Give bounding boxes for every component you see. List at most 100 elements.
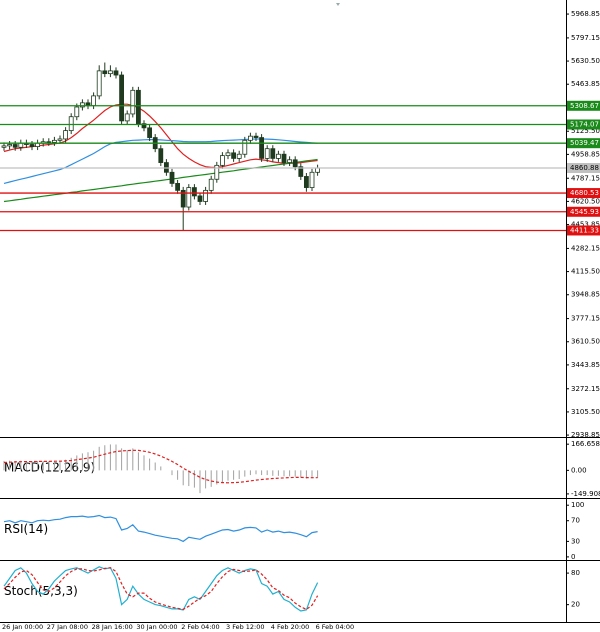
x-tick-label: 2 Feb 04:00 [181, 623, 220, 631]
indicator-line [3, 138, 318, 184]
level-label: 5174.07 [570, 120, 599, 128]
y-tick-label: 70 [571, 517, 580, 525]
level-label-box [567, 163, 600, 174]
candle-body [208, 178, 214, 191]
y-tick-label: 30 [571, 537, 580, 545]
y-tick-label: 5797.15 [571, 34, 600, 42]
candle-body [281, 153, 287, 163]
y-tick-label: 4620.50 [571, 197, 600, 205]
pane-title: Stoch(5,3,3) [4, 584, 78, 598]
y-tick-label: 3443.85 [571, 361, 600, 369]
candle-body [191, 187, 197, 197]
candle-body [180, 189, 186, 208]
candle-body [46, 141, 52, 143]
level-label: 5308.67 [570, 102, 599, 110]
y-tick-label: 3610.50 [571, 338, 600, 346]
level-label-box [567, 119, 600, 130]
level-label: 4860.88 [570, 164, 599, 172]
pane-title: RSI(14) [4, 522, 48, 536]
level-label: 4411.33 [570, 226, 599, 234]
indicator-line [3, 567, 319, 611]
indicator-line [3, 158, 318, 203]
y-tick-label: -149.908 [571, 490, 600, 498]
level-label-box [567, 206, 600, 217]
candle-body [108, 70, 113, 75]
y-tick-label: 0 [571, 553, 575, 561]
candle-body [315, 167, 321, 173]
level-label: 5039.47 [570, 139, 599, 147]
candle-body [102, 70, 108, 75]
level-label-box [567, 100, 600, 111]
candle-body [96, 70, 102, 97]
candle-body [259, 137, 265, 159]
candle-body [135, 89, 141, 125]
candle-body [1, 145, 7, 148]
x-tick-label: 30 Jan 00:00 [136, 623, 177, 631]
y-tick-label: 4453.85 [571, 221, 600, 229]
candle-body [219, 155, 225, 166]
candle-body [275, 153, 281, 159]
y-tick-label: 80 [571, 569, 580, 577]
y-tick-label: 20 [571, 601, 580, 609]
level-label: 4680.53 [570, 189, 599, 197]
candle-body [124, 113, 130, 122]
candle-body [203, 189, 209, 202]
candle-body [63, 130, 68, 140]
y-tick-label: 0.00 [571, 466, 587, 474]
y-tick-label: 3777.15 [571, 315, 600, 323]
candle-body [298, 166, 304, 177]
candle-body [175, 183, 181, 191]
candle-body [292, 159, 298, 168]
y-tick-label: 4115.50 [571, 268, 600, 276]
y-tick-label: 3105.50 [571, 408, 600, 416]
candle-body [147, 127, 153, 138]
candle-body [287, 159, 293, 163]
candle-body [231, 152, 237, 159]
shift-marker [336, 3, 340, 6]
candle-body [264, 148, 270, 159]
y-tick-label: 5463.85 [571, 80, 600, 88]
candle-body [91, 95, 96, 107]
y-tick-label: 3272.15 [571, 385, 600, 393]
candle-body [309, 171, 315, 188]
y-tick-label: 2938.85 [571, 431, 600, 439]
level-label-box [567, 188, 600, 199]
candle-body [158, 148, 164, 163]
candle-body [130, 89, 136, 115]
candle-body [169, 171, 175, 184]
y-tick-label: 5125.50 [571, 127, 600, 135]
y-tick-label: 4282.15 [571, 244, 600, 252]
indicator-line [3, 449, 318, 484]
candle-body [80, 102, 85, 108]
candle-body [186, 187, 192, 208]
level-label: 4545.93 [570, 208, 599, 216]
candle-body [119, 74, 124, 122]
y-tick-label: 100 [571, 501, 584, 509]
y-tick-label: 4787.15 [571, 174, 600, 182]
candle-body [236, 153, 242, 159]
y-tick-label: 4958.85 [571, 150, 600, 158]
candle-body [29, 144, 35, 147]
x-tick-label: 27 Jan 08:00 [47, 623, 88, 631]
candle-body [247, 135, 253, 141]
x-tick-label: 3 Feb 12:00 [226, 623, 265, 631]
candle-body [214, 164, 220, 180]
y-tick-label: 3948.85 [571, 291, 600, 299]
x-tick-label: 4 Feb 20:00 [271, 623, 310, 631]
level-label-box [567, 138, 600, 149]
candle-body [197, 195, 203, 202]
candle-body [113, 70, 119, 76]
y-tick-label: 166.658 [571, 440, 600, 448]
y-tick-label: 5968.85 [571, 10, 600, 18]
candle-body [52, 139, 57, 143]
candle-body [225, 152, 231, 157]
candle-body [7, 144, 12, 147]
candle-body [57, 138, 63, 141]
candle-body [68, 116, 74, 132]
pane-title: MACD(12,26,9) [4, 461, 95, 475]
candle-body [253, 135, 259, 138]
x-tick-label: 26 Jan 00:00 [2, 623, 43, 631]
candle-body [12, 144, 18, 148]
